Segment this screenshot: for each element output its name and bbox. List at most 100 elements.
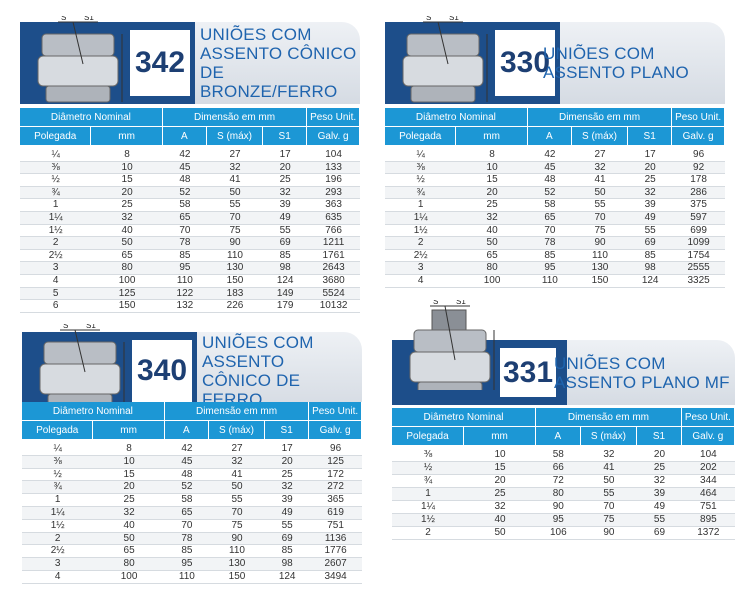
table-cell: 55 (229, 199, 241, 211)
table-cell: ¼ (416, 149, 425, 160)
table-cell: 183 (226, 287, 244, 299)
table-cell: 50 (229, 186, 241, 198)
table-row: 1¼ 32 65 70 49 619 (22, 506, 362, 520)
dim-line (72, 21, 84, 65)
table-cell: 25 (281, 468, 293, 480)
table-cell: 293 (325, 186, 342, 198)
table-body: ¼ 8 42 27 17 96 ⅜ 10 45 32 20 92 ½ 15 48 41 25 178 ¾ 20 52 50… (385, 149, 725, 288)
table-cell: 149 (276, 287, 294, 299)
table-cell: 150 (118, 300, 136, 312)
table-cell: 27 (594, 149, 606, 160)
table-cell: 10 (494, 449, 506, 460)
table-cell: 1½ (48, 224, 63, 236)
table-cell: 10 (486, 161, 498, 173)
table-cell: 1¼ (421, 501, 435, 512)
table-cell: 635 (325, 211, 342, 223)
header-group: Dimensão em mm (536, 408, 682, 426)
column-header: S1 (263, 127, 308, 145)
table-cell: 55 (231, 494, 243, 506)
table-cell: 3 (52, 262, 59, 274)
table-cell: 3325 (687, 274, 710, 286)
table-cell: 85 (544, 249, 556, 261)
table-cell: 272 (327, 481, 344, 493)
table-cell: 1½ (421, 514, 435, 525)
table-cell: ¾ (53, 481, 62, 493)
table-row: 2½ 65 85 110 85 1761 (20, 250, 360, 263)
table-cell: 98 (281, 558, 293, 570)
table-row: ⅜ 10 45 32 20 133 (20, 161, 360, 175)
table-cell: 133 (325, 161, 342, 173)
table-cell: 104 (700, 449, 717, 460)
table-cell: 50 (231, 481, 243, 493)
table-cell: 751 (327, 519, 344, 531)
product-title: UNIÕES COM ASSENTO CÔNICO DE FERRO (202, 333, 362, 409)
table-body: ¼ 8 42 27 17 96 ⅜ 10 45 32 20 125 ½ 15 48 41 25 172 ¾ 20 52 5… (22, 443, 362, 584)
table-cell: 4 (54, 570, 61, 582)
table-cell: 49 (281, 506, 293, 518)
column-header: A (536, 427, 581, 445)
table-cell: 96 (693, 149, 705, 160)
table-cell: 65 (486, 249, 498, 261)
table-cell: 98 (644, 262, 656, 274)
table-cell: 3 (54, 558, 61, 570)
table-cell: 70 (231, 506, 243, 518)
table-cell: 52 (179, 186, 191, 198)
title-line: UNIÕES COM (554, 353, 666, 373)
table-cell: 2 (54, 532, 61, 544)
table-cell: 1761 (322, 249, 345, 261)
table-body: ⅜ 10 58 32 20 104 ½ 15 66 41 25 202 ¾ 20 72 50 32 344 1 25 8… (392, 449, 735, 540)
column-header: A (528, 127, 572, 145)
table-cell: 78 (544, 237, 556, 249)
column-header: Polegada (20, 127, 92, 145)
table-cell: ⅜ (423, 449, 433, 460)
table-cell: 20 (121, 186, 133, 198)
header-group: Peso Unit. (672, 108, 725, 126)
table-cell: 25 (279, 174, 291, 186)
table-cell: 130 (228, 558, 246, 570)
table-cell: 20 (123, 481, 135, 493)
table-cell: 80 (123, 558, 135, 570)
table-cell: 39 (653, 488, 666, 499)
table-row: 2 50 78 90 69 1099 (385, 237, 725, 250)
table-cell: 15 (486, 174, 498, 186)
table-cell: 1 (54, 494, 61, 506)
header-group: Diâmetro Nominal (385, 108, 528, 126)
table-row: ½ 15 66 41 25 202 (392, 462, 735, 475)
table-cell: 100 (118, 274, 136, 286)
table-cell: 15 (123, 468, 135, 480)
title-line: ASSENTO CÔNICO (200, 44, 357, 63)
table-cell: 150 (591, 274, 609, 286)
table-cell: 751 (700, 501, 717, 512)
table-cell: 70 (594, 211, 606, 223)
table-body: ¼ 8 42 27 17 104 ⅜ 10 45 32 20 133 ½ 15 48 41 25 196 ¾ 20 52… (20, 149, 360, 313)
column-header: mm (93, 421, 165, 439)
table-cell: 124 (278, 570, 296, 582)
column-header: S (máx) (207, 127, 264, 145)
title-line: UNIÕES COM ASSENTO (202, 333, 314, 371)
table-cell: 1¼ (50, 506, 65, 518)
spec-table: Diâmetro Nominal Dimensão em mm Peso Unit.… (392, 408, 735, 540)
table-cell: 20 (644, 161, 656, 173)
spec-table: Diâmetro Nominal Dimensão em mm Peso Unit.… (22, 402, 362, 584)
header-row: Polegada mm A S (máx) S1 Galv. g (22, 421, 362, 440)
table-row: 1½ 40 70 75 55 699 (385, 225, 725, 238)
table-cell: 178 (690, 174, 707, 186)
column-header: Galv. g (672, 127, 725, 145)
table-cell: 58 (552, 449, 564, 460)
table-cell: 78 (181, 532, 193, 544)
header-group: Dimensão em mm (163, 108, 308, 126)
table-cell: 48 (544, 174, 556, 186)
header-group: Diâmetro Nominal (20, 108, 163, 126)
table-cell: ¾ (51, 186, 60, 198)
table-cell: 90 (231, 532, 243, 544)
table-cell: 55 (603, 488, 615, 499)
table-cell: 32 (121, 211, 133, 223)
table-cell: 2½ (50, 545, 65, 557)
table-cell: 20 (281, 455, 293, 467)
table-cell: 1372 (697, 527, 720, 538)
table-row: 4 100 110 150 124 3680 (20, 275, 360, 288)
table-cell: ½ (416, 174, 425, 186)
table-row: 1 25 80 55 39 464 (392, 488, 735, 501)
header-group: Diâmetro Nominal (392, 408, 537, 426)
table-cell: 17 (279, 149, 291, 160)
